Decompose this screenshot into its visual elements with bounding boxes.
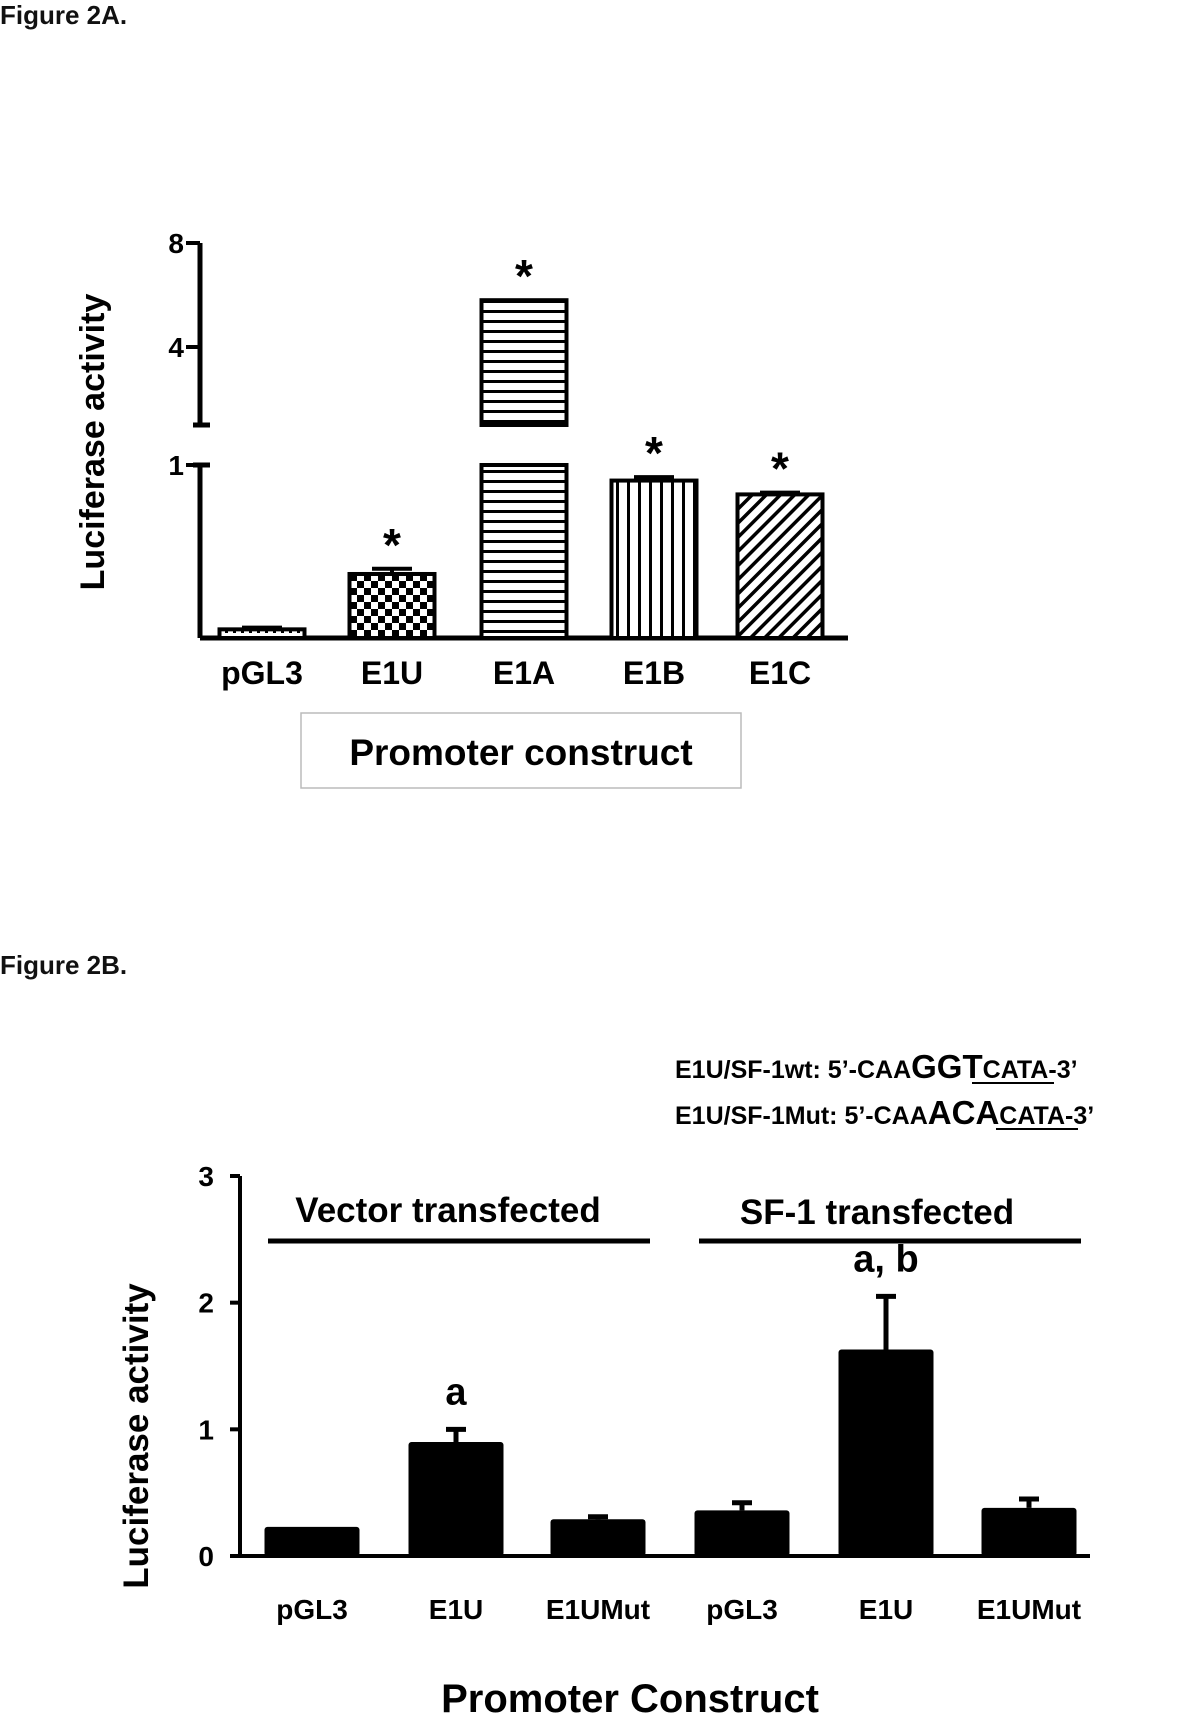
significance-E1A: *: [515, 250, 533, 302]
x-tick-pGL3: pGL3: [221, 655, 303, 691]
bar-E1A-lower: [479, 463, 569, 640]
annotation-E1U-1: a: [445, 1371, 467, 1413]
figure-2a-label: Figure 2A.: [0, 0, 128, 30]
significance-E1B: *: [645, 427, 663, 479]
chart-2a-y-axis-label: Luciferase activity: [74, 294, 112, 591]
bar-E1A-upper: [479, 298, 569, 428]
sequence-mut: E1U/SF-1Mut: 5’-CAAACACATA-3’: [675, 1094, 1094, 1131]
significance-E1C: *: [771, 443, 789, 495]
bar-E1U: [347, 571, 437, 640]
annotation-E1U-4: a, b: [853, 1238, 918, 1280]
x-tick-pGL3-3: pGL3: [706, 1594, 778, 1625]
bar-pGL3-3: [694, 1510, 790, 1556]
chart-2b-y-axis-label: Luciferase activity: [117, 1283, 156, 1589]
bar-E1U-4: [838, 1349, 934, 1556]
bar-E1UMut-5: [981, 1507, 1077, 1556]
x-tick-E1A: E1A: [493, 655, 555, 691]
sequence-mut-suffix: CATA-3’: [999, 1102, 1094, 1130]
significance-E1U: *: [383, 519, 401, 571]
sequence-wt: E1U/SF-1wt: 5’-CAAGGTCATA-3’: [675, 1048, 1078, 1085]
sequence-wt-prefix: E1U/SF-1wt: 5’-CAA: [675, 1056, 911, 1084]
chart-2b-axes: [238, 1176, 1090, 1558]
group-label-vector: Vector transfected: [295, 1191, 600, 1230]
x-tick-E1C: E1C: [749, 655, 811, 691]
group-label-sf1: SF-1 transfected: [740, 1193, 1014, 1232]
sequence-mut-prefix: E1U/SF-1Mut: 5’-CAA: [675, 1102, 928, 1130]
x-tick-E1B: E1B: [623, 655, 685, 691]
x-tick-E1U-1: E1U: [429, 1594, 483, 1625]
chart-2a-x-label-box: [300, 712, 742, 789]
y-tick-label: 4: [168, 332, 184, 363]
figure-2b-label: Figure 2B.: [0, 950, 128, 980]
bar-E1U-1: [408, 1442, 504, 1556]
chart-2a: * * * * 1 4 8 pGL3 E1U E1A E1B E1C Luciferase acti…: [74, 228, 848, 789]
x-tick-E1U: E1U: [361, 655, 423, 691]
x-tick-E1UMut-5: E1UMut: [977, 1594, 1081, 1625]
sequence-mut-site: ACA: [928, 1094, 1000, 1131]
y-tick-label: 0: [198, 1541, 214, 1572]
bar-E1UMut-2: [550, 1519, 646, 1556]
y-tick-label: 8: [168, 228, 184, 259]
x-tick-E1UMut-2: E1UMut: [546, 1594, 650, 1625]
x-tick-pGL3-0: pGL3: [276, 1594, 348, 1625]
y-tick-label: 1: [168, 450, 184, 481]
x-tick-E1U-4: E1U: [859, 1594, 913, 1625]
y-tick-label: 3: [198, 1161, 214, 1192]
bar-pGL3-0: [264, 1526, 360, 1556]
chart-2a-x-axis-label: Promoter construct: [349, 732, 692, 773]
y-tick-label: 2: [198, 1288, 214, 1319]
y-tick-label: 1: [198, 1414, 214, 1445]
sequence-wt-suffix: CATA-3’: [983, 1056, 1078, 1084]
bar-E1B: [609, 478, 699, 640]
sequence-wt-site: GGT: [911, 1048, 983, 1085]
chart-2b-x-axis-label: Promoter Construct: [441, 1677, 819, 1716]
